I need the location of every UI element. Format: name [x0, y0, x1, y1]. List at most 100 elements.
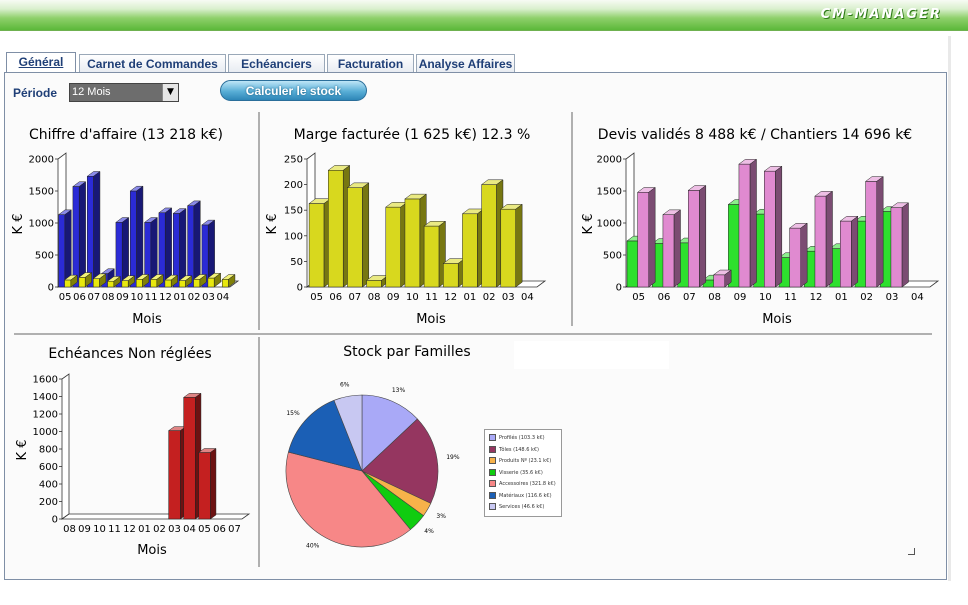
bar — [107, 280, 115, 288]
bar-side — [78, 181, 86, 288]
bar-side — [179, 208, 187, 288]
bar-side — [825, 190, 833, 288]
app-title: CM-MANAGER — [820, 7, 942, 22]
bar — [688, 190, 700, 288]
pie-slice — [288, 399, 363, 472]
chart-wall — [61, 373, 70, 520]
y-tick-label: 1000 — [33, 427, 58, 438]
y-tick-label: 0 — [297, 283, 303, 294]
x-tick-label: 05 — [632, 292, 645, 303]
pie-percent-label: 15% — [286, 410, 300, 417]
chevron-down-icon[interactable]: ▼ — [162, 84, 178, 101]
y-tick-label: 1600 — [33, 375, 58, 386]
bar — [738, 163, 751, 288]
y-tick-label: 250 — [284, 155, 303, 166]
bar-side — [84, 272, 92, 288]
x-tick-label: 10 — [130, 292, 143, 303]
x-tick-label: 04 — [183, 524, 196, 535]
pie-percent-label: 3% — [436, 513, 446, 520]
bar-side — [164, 207, 172, 288]
x-tick-label: 11 — [425, 292, 438, 303]
bar — [840, 220, 852, 288]
bar-side — [699, 185, 707, 288]
x-tick-label: 11 — [108, 524, 121, 535]
x-axis-label: Mois — [137, 543, 167, 558]
bar — [789, 227, 801, 288]
legend-label: Accessoires (321.8 k€) — [499, 481, 556, 487]
tab-carnet-de-commandes[interactable]: Carnet de Commandes — [79, 54, 226, 72]
bar — [308, 203, 325, 288]
x-tick-label: 05 — [198, 524, 211, 535]
x-tick-label: 04 — [216, 292, 229, 303]
legend-item: Profilés (103.3 k€) — [489, 434, 545, 444]
bar-side — [673, 209, 681, 288]
x-tick-label: 04 — [521, 292, 534, 303]
bar — [462, 213, 478, 288]
pie-title-area — [514, 341, 669, 369]
x-tick-label: 10 — [406, 292, 419, 303]
bar — [423, 225, 440, 288]
bar — [637, 192, 649, 288]
bar-side — [876, 176, 884, 288]
bar — [92, 278, 100, 288]
legend-swatch — [489, 503, 496, 510]
bar — [328, 170, 344, 288]
x-tick-label: 07 — [87, 292, 100, 303]
period-value: 12 Mois — [72, 86, 111, 98]
bar-side — [142, 274, 150, 288]
tab-echeanciers[interactable]: Echéanciers — [228, 54, 325, 72]
bar — [178, 280, 186, 288]
bar-side — [901, 202, 909, 288]
bar — [150, 279, 158, 288]
period-select[interactable]: 12 Mois ▼ — [69, 83, 179, 102]
x-tick-label: 07 — [683, 292, 696, 303]
tab-analyse-affaires[interactable]: Analyse Affaires — [416, 54, 515, 72]
legend-item: Visserie (35.6 k€) — [489, 468, 543, 479]
legend-item: Tôles (148.6 k€) — [489, 445, 539, 456]
legend-label: Visserie (35.6 k€) — [499, 469, 543, 476]
bar — [193, 279, 201, 288]
x-tick-label: 05 — [310, 292, 323, 303]
x-tick-label: 01 — [464, 292, 477, 303]
x-axis-label: Mois — [416, 312, 446, 327]
chart-title: Marge facturée (1 625 k€) 12.3 % — [294, 127, 531, 143]
legend-swatch — [489, 480, 496, 487]
bar-side — [93, 170, 101, 288]
x-tick-label: 08 — [63, 524, 76, 535]
bar-side — [193, 200, 201, 288]
bar — [121, 280, 129, 288]
bar-side — [851, 215, 859, 288]
y-tick-label: 1400 — [33, 392, 58, 403]
resize-grip-icon[interactable] — [908, 548, 915, 555]
y-tick-label: 500 — [603, 251, 622, 262]
x-tick-label: 02 — [860, 292, 873, 303]
pie-slice — [285, 451, 411, 548]
bar-side — [749, 158, 757, 288]
y-tick-label: 500 — [35, 251, 54, 262]
chart-title: Chiffre d'affaire (13 218 k€) — [29, 127, 223, 143]
tab-facturation[interactable]: Facturation — [327, 54, 414, 72]
bar — [626, 240, 639, 288]
bar — [221, 279, 229, 288]
bar-side — [156, 274, 164, 288]
y-tick-label: 100 — [284, 231, 303, 242]
pie-percent-label: 4% — [424, 528, 434, 535]
tab-general[interactable]: Général — [6, 52, 76, 73]
x-tick-label: 10 — [93, 524, 106, 535]
pie-slice — [333, 394, 363, 472]
bar — [500, 208, 516, 288]
y-axis-label: K € — [581, 214, 596, 235]
bar — [187, 205, 195, 288]
x-tick-label: 08 — [102, 292, 115, 303]
calculate-stock-button[interactable]: Calculer le stock — [220, 80, 367, 101]
bar — [404, 198, 421, 288]
bar-side — [648, 186, 656, 288]
legend-swatch — [489, 434, 496, 441]
bar-side — [724, 269, 732, 288]
x-tick-label: 11 — [784, 292, 797, 303]
y-tick-label: 150 — [284, 206, 303, 217]
bar — [72, 186, 80, 288]
bar — [64, 279, 72, 288]
bar-side — [170, 274, 178, 288]
